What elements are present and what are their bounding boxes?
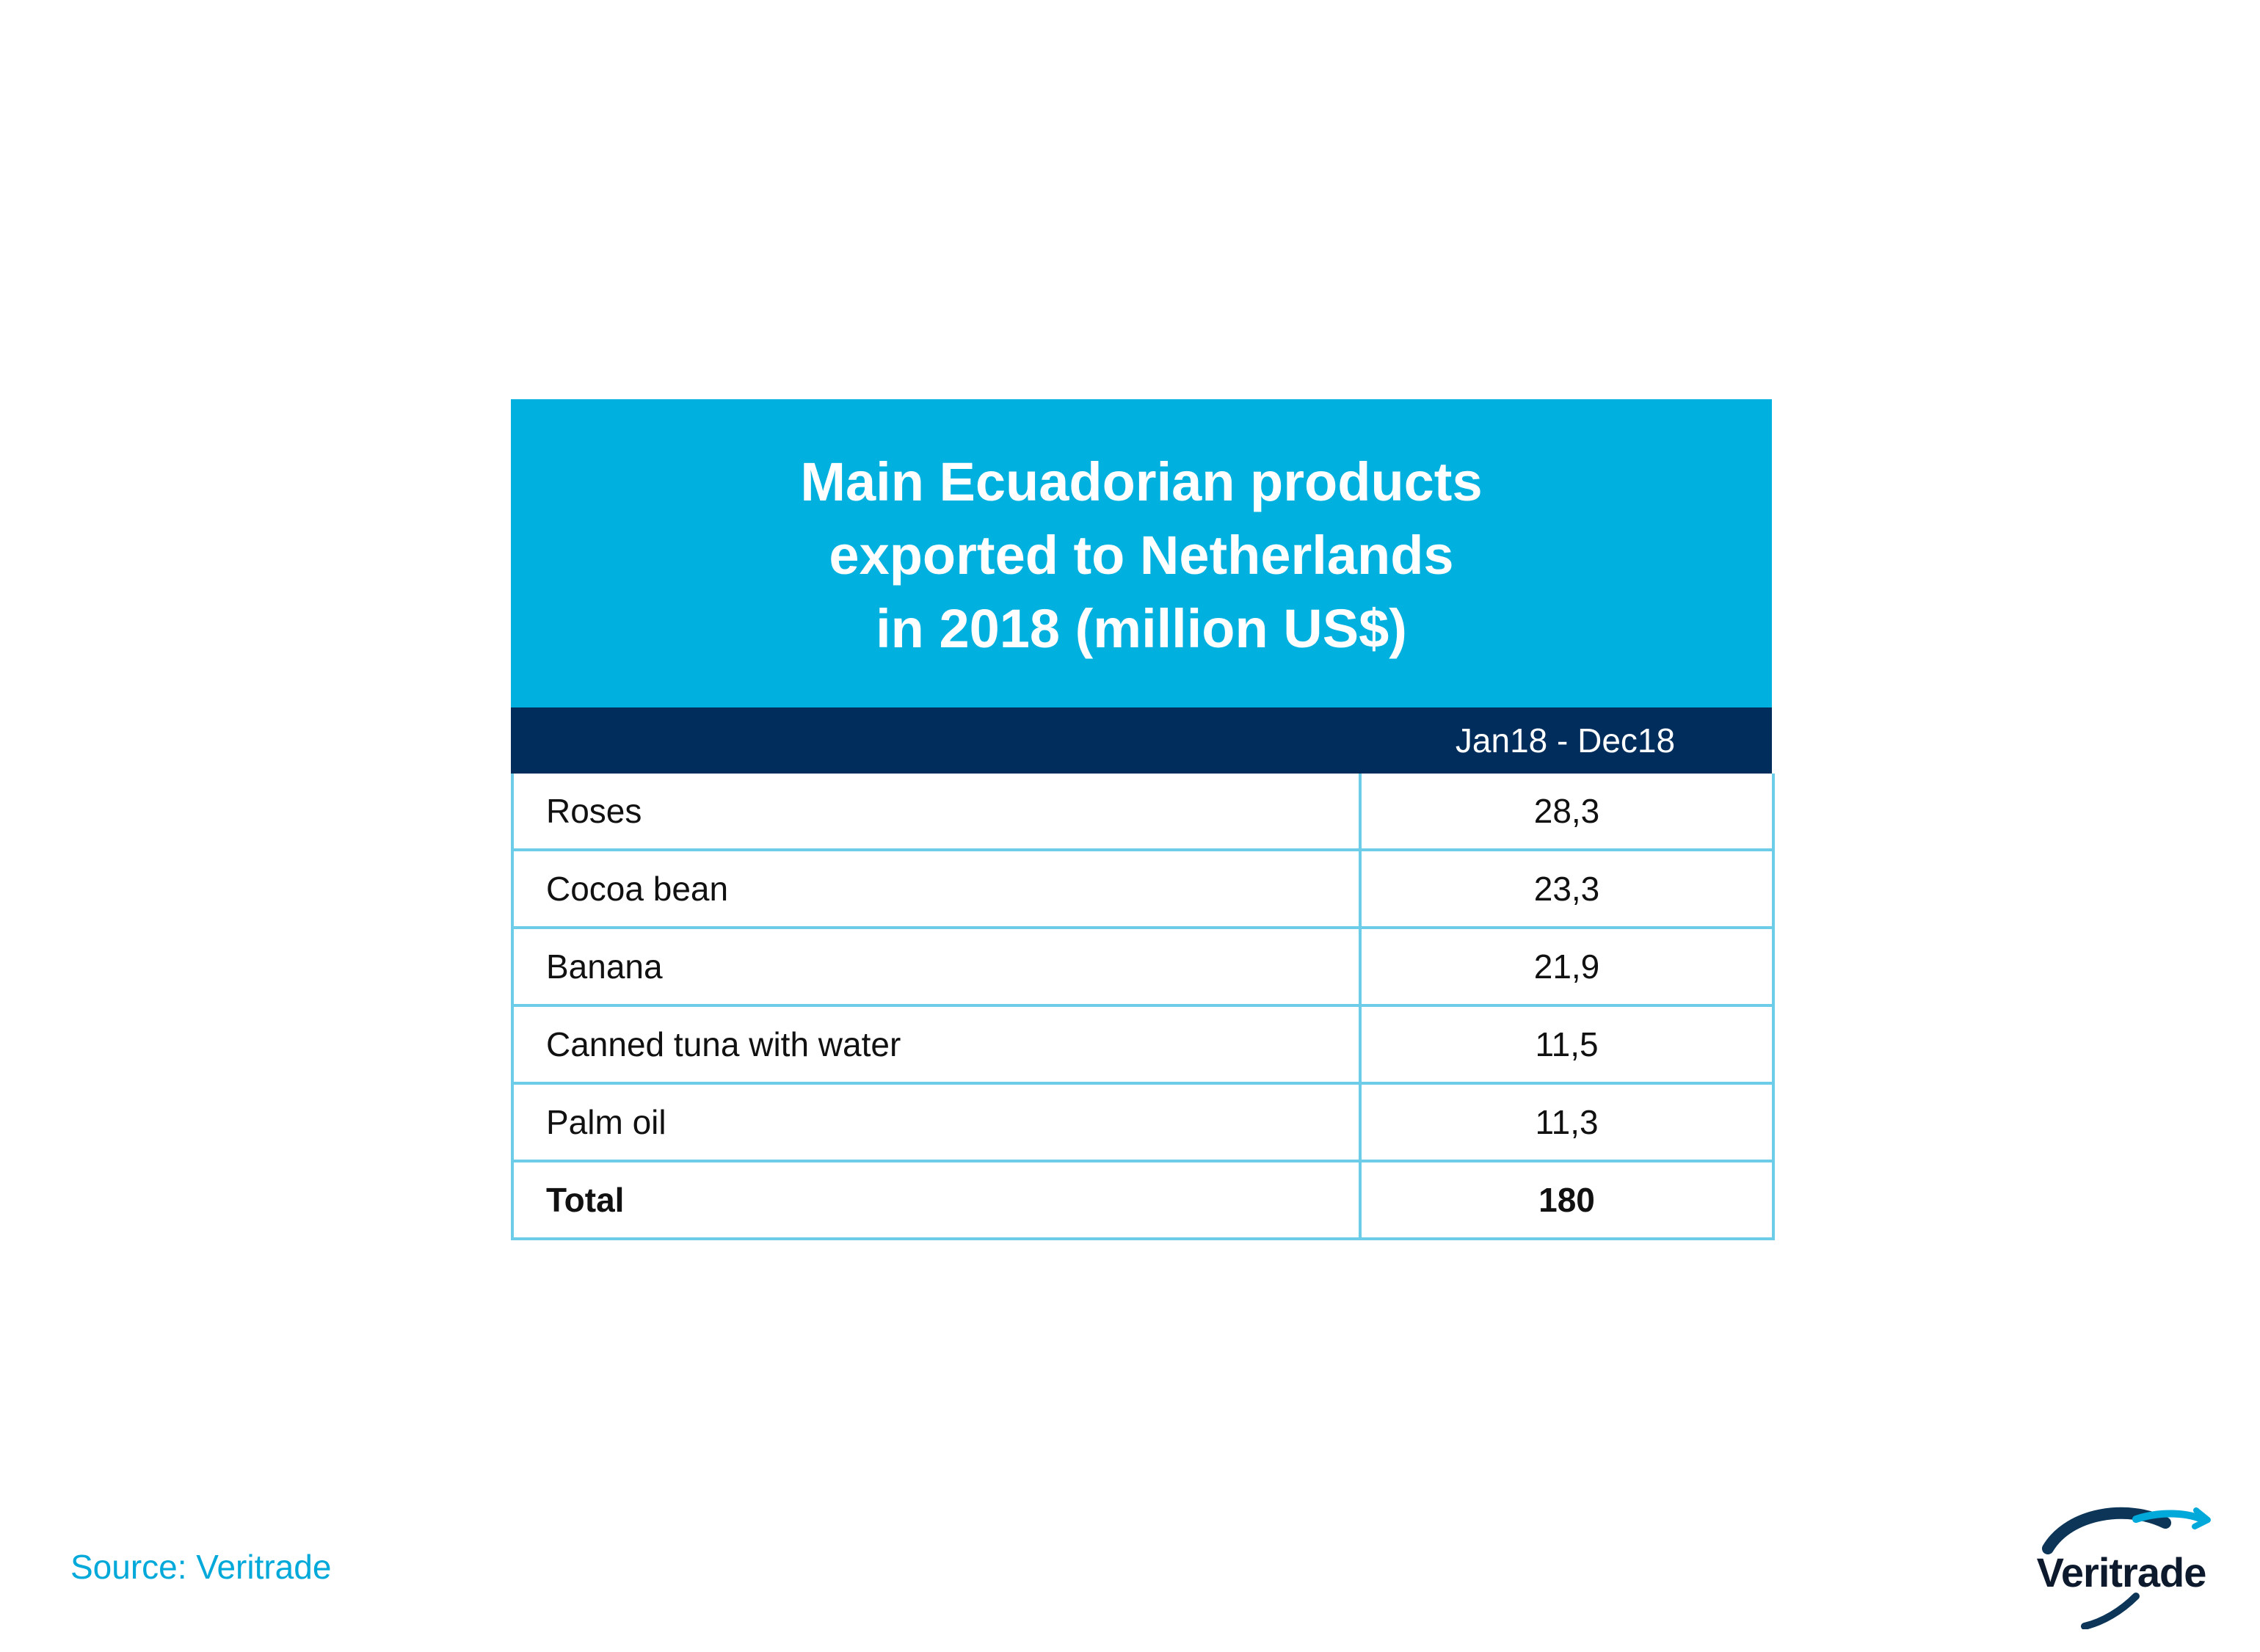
export-table-card: Main Ecuadorian products exported to Net… bbox=[511, 399, 1775, 1240]
data-table: Roses 28,3 Cocoa bean 23,3 Banana 21,9 C… bbox=[511, 774, 1775, 1240]
source-note: Source: Veritrade bbox=[70, 1548, 332, 1586]
table-row: Palm oil 11,3 bbox=[511, 1082, 1775, 1162]
logo-text: Veritrade bbox=[2036, 1549, 2207, 1595]
table-title-band: Main Ecuadorian products exported to Net… bbox=[511, 399, 1772, 707]
product-label: Canned tuna with water bbox=[511, 1004, 1362, 1085]
table-title: Main Ecuadorian products exported to Net… bbox=[701, 445, 1582, 666]
product-value: 28,3 bbox=[1359, 774, 1775, 851]
table-title-line-1: Main Ecuadorian products bbox=[800, 451, 1483, 512]
total-label: Total bbox=[511, 1160, 1362, 1240]
product-value: 11,5 bbox=[1359, 1004, 1775, 1085]
veritrade-logo: Veritrade bbox=[2026, 1497, 2217, 1630]
table-title-line-3: in 2018 (million US$) bbox=[876, 598, 1407, 659]
veritrade-swoosh-icon bbox=[2042, 1507, 2211, 1630]
product-label: Banana bbox=[511, 926, 1362, 1007]
table-row: Roses 28,3 bbox=[511, 774, 1775, 851]
table-row: Banana 21,9 bbox=[511, 926, 1775, 1007]
total-value: 180 bbox=[1359, 1160, 1775, 1240]
column-header-period: Jan18 - Dec18 bbox=[1455, 721, 1676, 760]
table-header-band: Jan18 - Dec18 bbox=[511, 707, 1772, 774]
product-label: Cocoa bean bbox=[511, 848, 1362, 929]
product-value: 11,3 bbox=[1359, 1082, 1775, 1162]
total-row: Total 180 bbox=[511, 1160, 1775, 1240]
product-value: 23,3 bbox=[1359, 848, 1775, 929]
product-value: 21,9 bbox=[1359, 926, 1775, 1007]
product-label: Roses bbox=[511, 774, 1362, 851]
table-title-line-2: exported to Netherlands bbox=[829, 525, 1454, 586]
product-label: Palm oil bbox=[511, 1082, 1362, 1162]
table-row: Cocoa bean 23,3 bbox=[511, 848, 1775, 929]
table-row: Canned tuna with water 11,5 bbox=[511, 1004, 1775, 1085]
